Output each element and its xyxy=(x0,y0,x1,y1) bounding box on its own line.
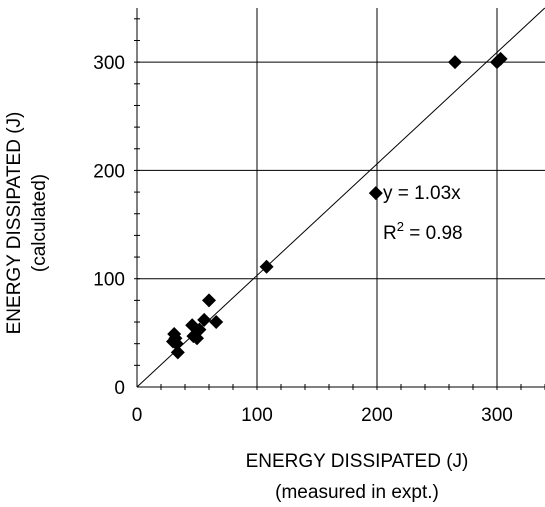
y-axis-ticks: 0 100 200 300 xyxy=(93,18,140,399)
data-point xyxy=(493,51,508,66)
data-point xyxy=(170,345,185,360)
x-tick-label: 0 xyxy=(132,405,143,426)
y-axis-subtitle: (calculated) xyxy=(29,174,50,272)
x-tick-label: 100 xyxy=(241,405,273,426)
x-axis-ticks: 0 100 200 300 xyxy=(132,384,545,426)
x-axis-title: ENERGY DISSIPATED (J) xyxy=(246,451,469,472)
axes xyxy=(136,8,545,388)
y-tick-label: 300 xyxy=(93,53,125,74)
equation-label: y = 1.03x xyxy=(383,183,461,204)
data-point xyxy=(169,336,184,351)
data-point xyxy=(197,312,212,327)
data-point xyxy=(202,293,216,308)
data-point xyxy=(259,259,274,274)
x-tick-label: 200 xyxy=(361,405,393,426)
data-point xyxy=(192,322,207,337)
data-point xyxy=(368,186,383,201)
grid-lines xyxy=(137,8,545,387)
r-squared-label: R2 = 0.98 xyxy=(383,219,463,244)
y-axis-title: ENERGY DISSIPATED (J) xyxy=(4,112,25,335)
y-tick-label: 100 xyxy=(93,270,125,291)
y-tick-label: 200 xyxy=(93,161,125,182)
data-points xyxy=(166,51,508,360)
x-tick-label: 300 xyxy=(481,405,513,426)
y-tick-label: 0 xyxy=(114,378,125,399)
data-point xyxy=(448,55,462,70)
x-axis-subtitle: (measured in expt.) xyxy=(275,482,439,503)
data-point xyxy=(209,315,224,330)
